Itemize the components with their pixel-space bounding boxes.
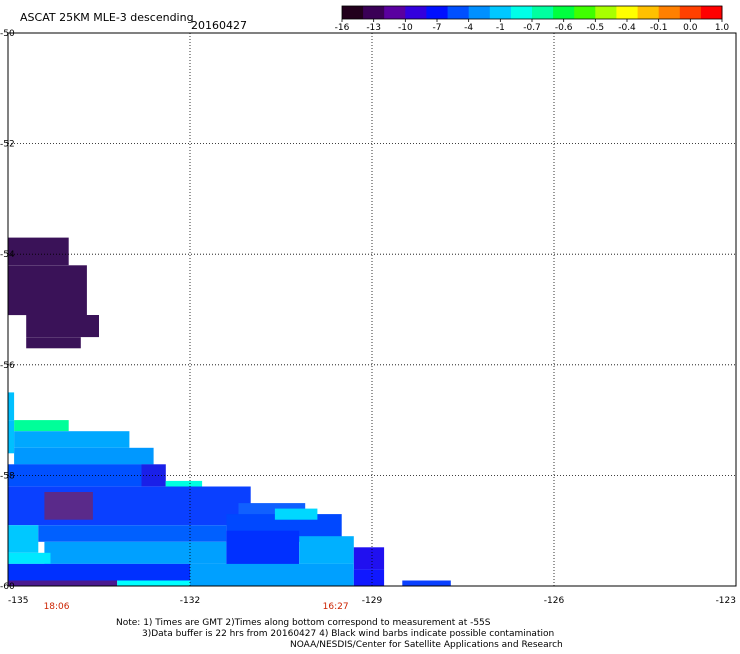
note-line-3: NOAA/NESDIS/Center for Satellite Applica… bbox=[290, 640, 563, 650]
y-tick-label: -50 bbox=[0, 29, 15, 39]
data-cell bbox=[190, 563, 354, 586]
x-tick-label: -135 bbox=[8, 596, 28, 606]
data-cell bbox=[274, 508, 318, 520]
colorbar-swatch bbox=[468, 6, 491, 19]
colorbar-swatch bbox=[574, 6, 596, 19]
data-cell bbox=[165, 480, 203, 492]
colorbar-label: 0.0 bbox=[683, 23, 698, 33]
time-label: 18:06 bbox=[44, 602, 70, 612]
note-line-2: 3)Data buffer is 22 hrs from 20160427 4)… bbox=[142, 629, 554, 639]
colorbar-label: -0.1 bbox=[650, 23, 668, 33]
y-tick-label: -60 bbox=[0, 582, 15, 592]
colorbar-label: -0.5 bbox=[587, 23, 605, 33]
x-tick-label: -132 bbox=[180, 596, 200, 606]
data-cell bbox=[8, 563, 190, 581]
colorbar-swatch bbox=[637, 6, 660, 19]
colorbar: -16 -13 -10 -7 -4 -1 -0.7 -0.6 -0.5 -0.4 -0.1 0.0 1.… bbox=[335, 5, 730, 33]
colorbar-label: -16 bbox=[335, 23, 350, 33]
data-cell bbox=[8, 237, 69, 266]
plot-area: -135-132-129-126-123-120-50-52-54-56-58-… bbox=[0, 29, 737, 612]
data-cell bbox=[14, 431, 130, 448]
colorbar-swatch bbox=[489, 6, 512, 19]
data-cell bbox=[8, 552, 51, 564]
colorbar-label: -1 bbox=[496, 23, 505, 33]
data-cell bbox=[38, 525, 227, 542]
data-cell bbox=[299, 536, 354, 564]
colorbar-swatch bbox=[426, 6, 448, 19]
colorbar-label: -13 bbox=[366, 23, 381, 33]
data-cell bbox=[8, 525, 39, 553]
colorbar-label: -0.7 bbox=[523, 23, 541, 33]
colorbar-label: 1.0 bbox=[715, 23, 730, 33]
data-cell bbox=[44, 492, 93, 520]
colorbar-label: -0.6 bbox=[555, 23, 573, 33]
data-cells bbox=[8, 237, 451, 586]
y-tick-label: -56 bbox=[0, 361, 15, 371]
colorbar-label: -0.4 bbox=[618, 23, 636, 33]
colorbar-swatch bbox=[700, 6, 723, 19]
note-line-1: Note: 1) Times are GMT 2)Times along bot… bbox=[116, 618, 491, 628]
colorbar-swatch bbox=[616, 6, 638, 19]
data-cell bbox=[44, 541, 227, 564]
plot-frame bbox=[7, 32, 737, 587]
x-tick-label: -129 bbox=[362, 596, 383, 606]
colorbar-swatch bbox=[595, 6, 617, 19]
data-cell bbox=[8, 420, 15, 454]
colorbar-swatch bbox=[405, 6, 427, 19]
data-cell bbox=[117, 580, 190, 586]
data-cell bbox=[353, 569, 385, 586]
data-cell bbox=[402, 580, 451, 586]
data-cell bbox=[8, 580, 118, 586]
data-cell bbox=[26, 315, 100, 338]
data-cell bbox=[353, 547, 385, 570]
y-tick-label: -52 bbox=[0, 140, 15, 150]
data-cell bbox=[226, 530, 300, 570]
colorbar-label: -7 bbox=[433, 23, 442, 33]
axis-ticks: -135-132-129-126-123-120-50-52-54-56-58-… bbox=[0, 29, 736, 612]
colorbar-swatch bbox=[447, 6, 470, 19]
data-cell bbox=[14, 447, 154, 465]
colorbar-label: -4 bbox=[464, 23, 473, 33]
x-tick-label: -123 bbox=[716, 596, 736, 606]
data-cell bbox=[141, 464, 166, 487]
colorbar-swatch bbox=[342, 6, 364, 19]
x-tick-label: -126 bbox=[544, 596, 565, 606]
data-cell bbox=[14, 420, 69, 432]
colorbar-swatch bbox=[679, 6, 702, 19]
colorbar-swatch bbox=[363, 6, 385, 19]
data-cell bbox=[8, 392, 15, 420]
colorbar-swatch bbox=[553, 6, 575, 19]
chart-title: ASCAT 25KM MLE-3 descending bbox=[20, 11, 194, 24]
grid-lines bbox=[8, 33, 736, 586]
data-cell bbox=[26, 337, 81, 349]
colorbar-swatch bbox=[658, 6, 681, 19]
colorbar-swatch bbox=[532, 6, 554, 19]
colorbar-swatch bbox=[510, 6, 533, 19]
colorbar-label: -10 bbox=[398, 23, 413, 33]
chart-date: 20160427 bbox=[191, 19, 247, 32]
y-tick-label: -54 bbox=[0, 250, 15, 260]
data-cell bbox=[8, 265, 87, 316]
y-tick-label: -58 bbox=[0, 471, 15, 481]
colorbar-swatch bbox=[384, 6, 406, 19]
time-label: 16:27 bbox=[323, 602, 349, 612]
